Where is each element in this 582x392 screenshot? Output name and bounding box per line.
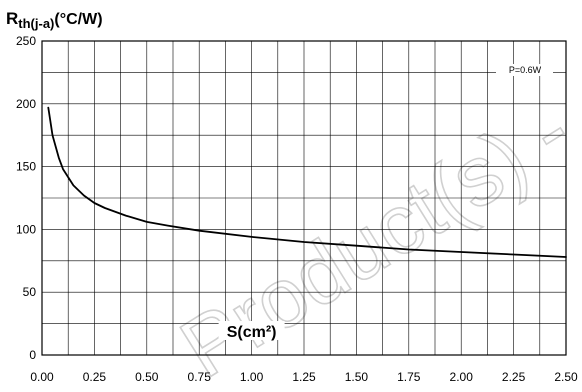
x-axis-label: S(cm²) xyxy=(227,324,277,341)
x-tick-label: 1.00 xyxy=(240,370,264,384)
annotation-background xyxy=(496,64,553,76)
y-tick-label: 150 xyxy=(16,160,36,174)
y-tick-label: 200 xyxy=(16,97,36,111)
plot-frame xyxy=(41,40,567,356)
y-tick-label: 0 xyxy=(29,348,36,362)
series-layer xyxy=(47,106,567,258)
grid xyxy=(41,40,567,356)
y-tick-label: 100 xyxy=(16,222,36,236)
series-annotation: P=0.6W xyxy=(509,65,542,75)
x-tick-label: 2.50 xyxy=(554,370,578,384)
labels: 0.00 0.25 0.50 0.75 1.00 1.25 1.50 1.75 2.00 2.25… xyxy=(6,9,578,384)
x-tick-label: 2.25 xyxy=(502,370,526,384)
x-tick-label: 0.50 xyxy=(135,370,159,384)
y-tick-label: 250 xyxy=(16,34,36,48)
series-line xyxy=(47,106,567,258)
x-tick-label: 1.25 xyxy=(292,370,316,384)
x-tick-label: 0.00 xyxy=(30,370,54,384)
y-axis-label: Rth(j-a)(°C/W) xyxy=(6,9,103,31)
y-tick-label: 50 xyxy=(23,285,37,299)
axes xyxy=(41,40,567,356)
x-axis-label-background xyxy=(218,321,285,340)
x-tick-label: 1.50 xyxy=(345,370,369,384)
watermark-text: Product(s) - xyxy=(165,83,582,392)
x-tick-label: 0.75 xyxy=(188,370,212,384)
x-tick-label: 0.25 xyxy=(83,370,107,384)
x-tick-label: 2.00 xyxy=(450,370,474,384)
watermark: Product(s) - xyxy=(164,82,582,392)
x-tick-label: 1.75 xyxy=(397,370,421,384)
